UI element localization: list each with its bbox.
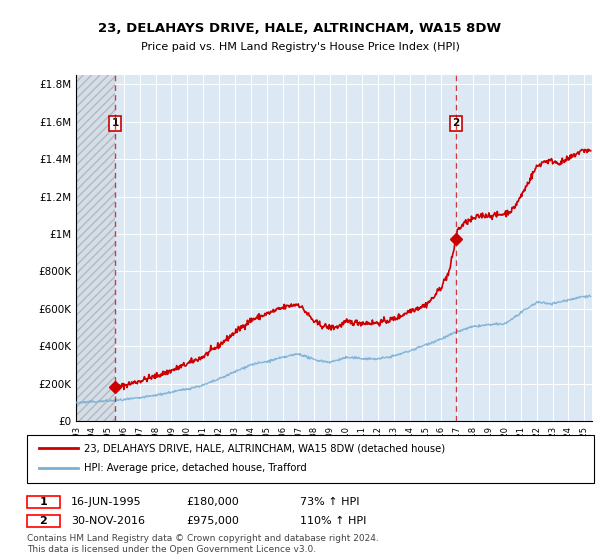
Text: 2: 2 bbox=[40, 516, 47, 526]
Text: This data is licensed under the Open Government Licence v3.0.: This data is licensed under the Open Gov… bbox=[27, 545, 316, 554]
Text: 30-NOV-2016: 30-NOV-2016 bbox=[71, 516, 145, 526]
Text: 2: 2 bbox=[452, 119, 460, 128]
Text: Price paid vs. HM Land Registry's House Price Index (HPI): Price paid vs. HM Land Registry's House … bbox=[140, 42, 460, 52]
Text: £180,000: £180,000 bbox=[186, 497, 239, 507]
Text: £975,000: £975,000 bbox=[186, 516, 239, 526]
Text: 1: 1 bbox=[40, 497, 47, 507]
Text: 23, DELAHAYS DRIVE, HALE, ALTRINCHAM, WA15 8DW (detached house): 23, DELAHAYS DRIVE, HALE, ALTRINCHAM, WA… bbox=[84, 444, 445, 454]
Text: 1: 1 bbox=[112, 119, 119, 128]
Text: 23, DELAHAYS DRIVE, HALE, ALTRINCHAM, WA15 8DW: 23, DELAHAYS DRIVE, HALE, ALTRINCHAM, WA… bbox=[98, 22, 502, 35]
Text: Contains HM Land Registry data © Crown copyright and database right 2024.: Contains HM Land Registry data © Crown c… bbox=[27, 534, 379, 543]
Text: 73% ↑ HPI: 73% ↑ HPI bbox=[300, 497, 359, 507]
Text: 16-JUN-1995: 16-JUN-1995 bbox=[71, 497, 142, 507]
Text: 110% ↑ HPI: 110% ↑ HPI bbox=[300, 516, 367, 526]
Text: HPI: Average price, detached house, Trafford: HPI: Average price, detached house, Traf… bbox=[84, 464, 307, 473]
